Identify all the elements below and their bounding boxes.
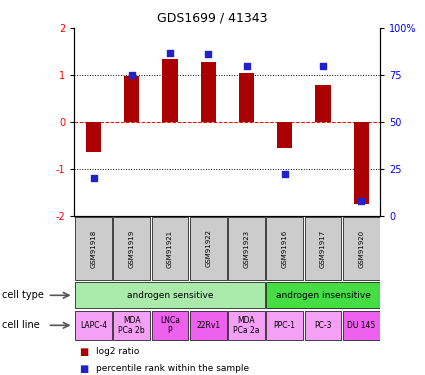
- Bar: [228, 310, 265, 340]
- Bar: [305, 217, 341, 280]
- Point: [90, 175, 97, 181]
- Bar: [152, 217, 188, 280]
- Point: [243, 63, 250, 69]
- Bar: [162, 58, 178, 122]
- Bar: [266, 310, 303, 340]
- Text: androgen insensitive: androgen insensitive: [275, 291, 371, 300]
- Text: MDA
PCa 2b: MDA PCa 2b: [119, 316, 145, 334]
- Point: [281, 171, 288, 177]
- Point: [128, 72, 135, 78]
- Text: GSM91917: GSM91917: [320, 229, 326, 268]
- Text: LAPC-4: LAPC-4: [80, 321, 107, 330]
- Point: [320, 63, 326, 69]
- Text: cell line: cell line: [2, 320, 40, 330]
- Bar: [354, 122, 369, 204]
- Bar: [266, 282, 380, 308]
- Bar: [124, 76, 139, 122]
- Bar: [75, 217, 112, 280]
- Text: GSM91921: GSM91921: [167, 230, 173, 267]
- Bar: [75, 310, 112, 340]
- Bar: [190, 310, 227, 340]
- Bar: [190, 217, 227, 280]
- Text: 22Rv1: 22Rv1: [196, 321, 220, 330]
- Text: GSM91920: GSM91920: [358, 230, 364, 267]
- Text: MDA
PCa 2a: MDA PCa 2a: [233, 316, 260, 334]
- Bar: [266, 217, 303, 280]
- Point: [358, 198, 365, 204]
- Text: GSM91918: GSM91918: [91, 229, 96, 268]
- Text: PC-3: PC-3: [314, 321, 332, 330]
- Bar: [305, 310, 341, 340]
- Text: percentile rank within the sample: percentile rank within the sample: [96, 364, 249, 373]
- Text: ■: ■: [79, 347, 88, 357]
- Text: GSM91923: GSM91923: [244, 230, 249, 267]
- Text: GSM91916: GSM91916: [282, 229, 288, 268]
- Text: LNCa
P: LNCa P: [160, 316, 180, 334]
- Text: GDS1699 / 41343: GDS1699 / 41343: [157, 11, 268, 24]
- Text: ■: ■: [79, 364, 88, 374]
- Bar: [277, 122, 292, 148]
- Bar: [228, 217, 265, 280]
- Bar: [86, 122, 101, 152]
- Bar: [343, 217, 380, 280]
- Text: androgen sensitive: androgen sensitive: [127, 291, 213, 300]
- Text: PPC-1: PPC-1: [274, 321, 296, 330]
- Bar: [75, 282, 265, 308]
- Bar: [315, 86, 331, 122]
- Text: log2 ratio: log2 ratio: [96, 347, 139, 356]
- Bar: [239, 73, 254, 122]
- Bar: [343, 310, 380, 340]
- Point: [205, 51, 212, 57]
- Bar: [113, 310, 150, 340]
- Bar: [152, 310, 188, 340]
- Text: DU 145: DU 145: [347, 321, 375, 330]
- Point: [167, 50, 173, 55]
- Bar: [113, 217, 150, 280]
- Text: cell type: cell type: [2, 290, 44, 300]
- Text: GSM91922: GSM91922: [205, 230, 211, 267]
- Text: GSM91919: GSM91919: [129, 229, 135, 268]
- Bar: [201, 62, 216, 122]
